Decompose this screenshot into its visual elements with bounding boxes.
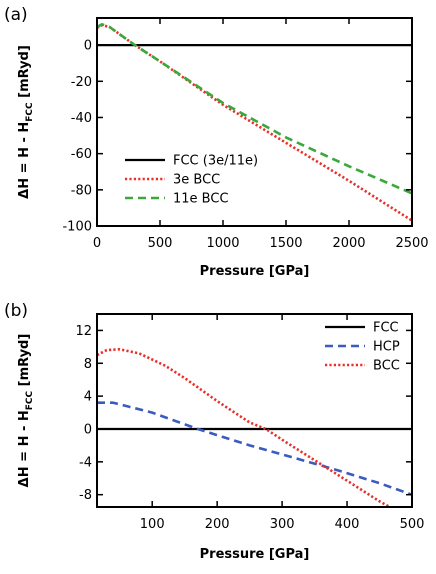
- series-line-bcc: [97, 347, 393, 507]
- y-tick-label: -4: [79, 455, 92, 470]
- y-tick-label: -20: [71, 75, 92, 90]
- x-tick-label: 2500: [395, 236, 428, 251]
- series-line-11e-bcc: [97, 22, 412, 195]
- y-tick-label: -80: [71, 183, 92, 198]
- y-tick-label: -100: [62, 220, 92, 235]
- panel-label: (a): [4, 5, 28, 25]
- y-tick-label: -8: [79, 488, 92, 503]
- chart-panel-a: (a) 0 500 1000 1500 2000 2500 0 -20 -40 -60 -80 -100…: [4, 5, 429, 279]
- y-axis-label: ΔH = H - HFCC [mRyd]: [17, 45, 35, 199]
- x-tick-label: 1000: [206, 236, 239, 251]
- series-line-hcp: [97, 401, 412, 496]
- x-tick-label: 500: [148, 236, 173, 251]
- series-group: [97, 22, 412, 222]
- x-tick-label: 100: [140, 517, 165, 532]
- panel-label: (b): [4, 301, 28, 321]
- legend: FCC (3e/11e) 3e BCC 11e BCC: [125, 154, 258, 207]
- y-axis-label: ΔH = H - HFCC [mRyd]: [17, 334, 35, 488]
- x-tick-label: 300: [270, 517, 295, 532]
- x-tick-label: 200: [205, 517, 230, 532]
- x-tick-label: 1500: [269, 236, 302, 251]
- legend-label: BCC: [373, 359, 400, 374]
- legend-label: 11e BCC: [173, 192, 229, 207]
- legend-label: 3e BCC: [173, 173, 220, 188]
- series-group: [97, 347, 412, 507]
- y-tick-label: 4: [84, 390, 92, 405]
- series-line-3e-bcc: [97, 23, 412, 222]
- y-tick-label: 0: [84, 39, 92, 54]
- legend-label: FCC (3e/11e): [173, 154, 258, 169]
- y-tick-label: 12: [75, 324, 92, 339]
- x-tick-label: 0: [93, 236, 101, 251]
- y-tick-label: -60: [71, 147, 92, 162]
- x-tick-label: 2000: [332, 236, 365, 251]
- x-axis-label: Pressure [GPa]: [200, 264, 310, 279]
- plot-frame: [96, 313, 413, 508]
- legend-label: HCP: [373, 340, 400, 355]
- x-tick-label: 400: [335, 517, 360, 532]
- y-tick-label: 0: [84, 422, 92, 437]
- chart-panel-b: (b) 100 200 300 400 500 12 8 4 0 -4 -8 Pressure [GPa…: [4, 301, 424, 562]
- x-axis-label: Pressure [GPa]: [200, 547, 310, 562]
- legend-label: FCC: [373, 321, 399, 336]
- x-tick-label: 500: [400, 517, 425, 532]
- legend: FCC HCP BCC: [325, 321, 400, 374]
- y-tick-label: -40: [71, 111, 92, 126]
- y-tick-label: 8: [84, 357, 92, 372]
- plot-frame: [96, 17, 413, 227]
